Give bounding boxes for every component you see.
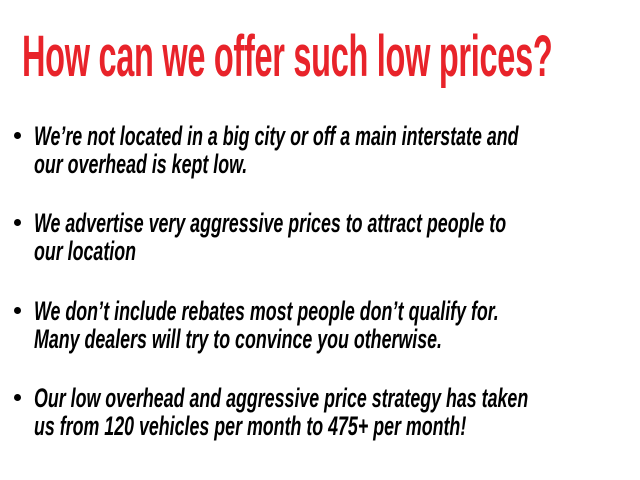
bullet-text-line: We don’t include rebates most people don… bbox=[34, 296, 499, 326]
bullet-text-line: We’re not located in a big city or off a… bbox=[34, 121, 519, 151]
slide-title: How can we offer such low prices? bbox=[22, 24, 553, 89]
bullet-text-line: Many dealers will try to convince you ot… bbox=[34, 324, 443, 354]
bullet-text-line: our location bbox=[34, 236, 136, 266]
bullet-icon bbox=[14, 132, 21, 139]
bullet-text-line: We advertise very aggressive prices to a… bbox=[34, 208, 507, 238]
bullet-icon bbox=[14, 219, 21, 226]
bullet-text-line: our overhead is kept low. bbox=[34, 149, 248, 179]
bullet-icon bbox=[14, 307, 21, 314]
bullet-icon bbox=[14, 394, 21, 401]
bullet-text-line: Our low overhead and aggressive price st… bbox=[34, 383, 529, 413]
bullet-text-line: us from 120 vehicles per month to 475+ p… bbox=[34, 411, 467, 441]
